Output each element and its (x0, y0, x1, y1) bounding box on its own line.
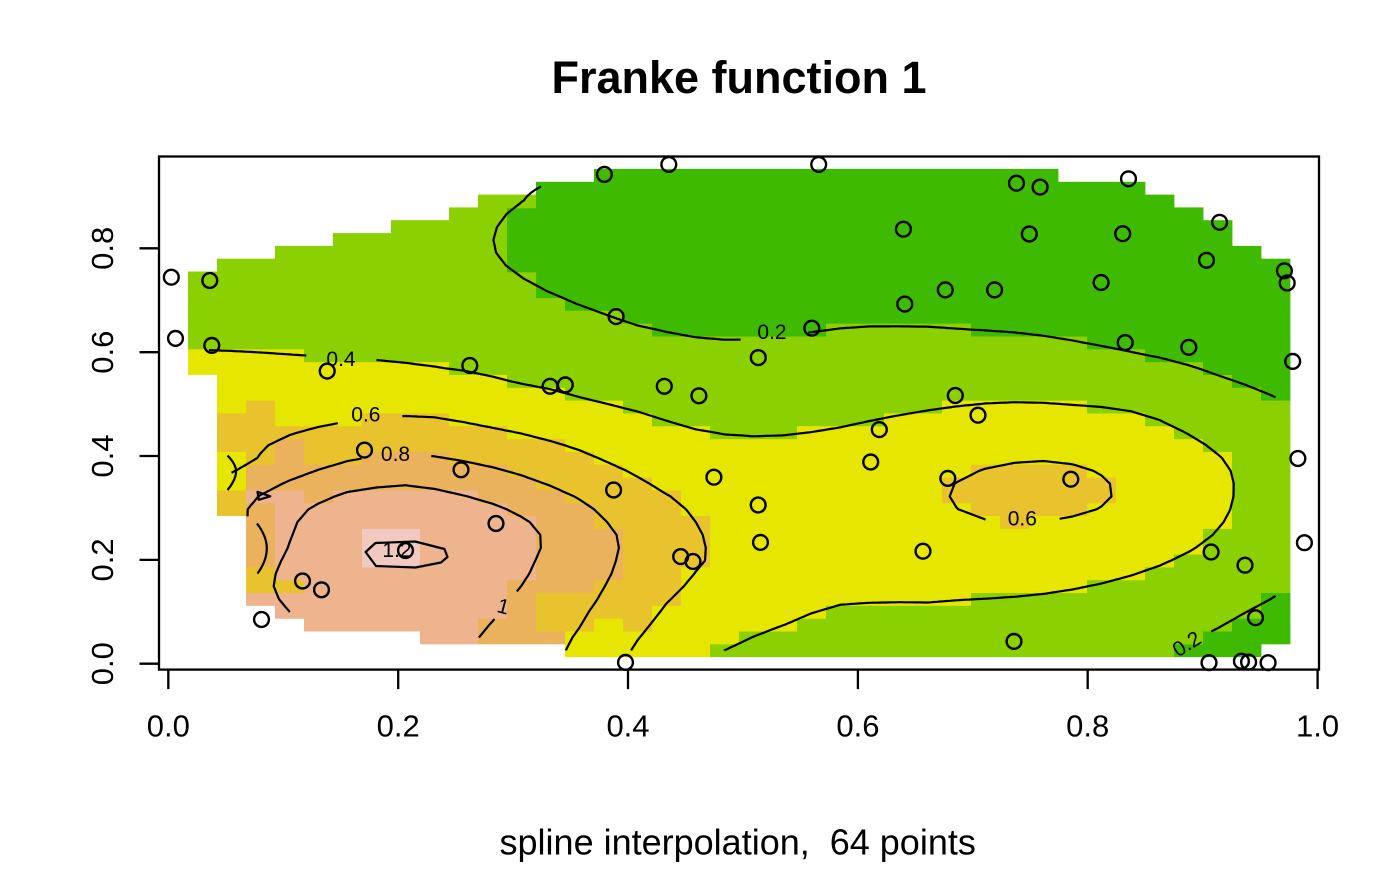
svg-text:0.2: 0.2 (85, 538, 120, 581)
svg-text:0.4: 0.4 (326, 348, 356, 371)
svg-text:Franke function 1: Franke function 1 (551, 52, 926, 103)
svg-text:1: 1 (495, 594, 512, 619)
svg-text:0.2: 0.2 (377, 708, 420, 743)
svg-text:0.6: 0.6 (351, 404, 380, 427)
svg-text:0.6: 0.6 (1008, 508, 1037, 531)
svg-text:0.4: 0.4 (85, 434, 120, 477)
svg-text:0.4: 0.4 (606, 708, 649, 743)
svg-text:0.8: 0.8 (381, 443, 410, 466)
svg-text:spline interpolation, 64 poin: spline interpolation, 64 points (500, 822, 976, 863)
svg-text:1.0: 1.0 (1296, 708, 1339, 743)
svg-text:0.6: 0.6 (836, 708, 879, 743)
svg-text:0.0: 0.0 (85, 642, 120, 685)
svg-text:0.8: 0.8 (85, 227, 120, 270)
svg-text:0.0: 0.0 (147, 708, 190, 743)
svg-text:0.2: 0.2 (757, 321, 786, 344)
svg-text:0.8: 0.8 (1066, 708, 1109, 743)
svg-text:0.6: 0.6 (85, 331, 120, 374)
